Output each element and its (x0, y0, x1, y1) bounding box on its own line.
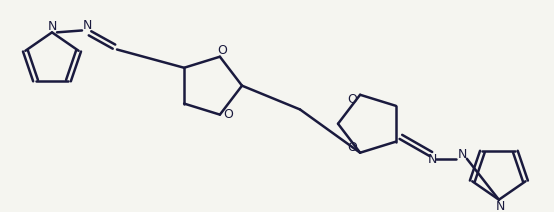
Text: N: N (428, 153, 438, 166)
Text: N: N (496, 200, 506, 212)
Text: O: O (347, 93, 357, 106)
Text: O: O (347, 141, 357, 153)
Text: O: O (223, 108, 233, 121)
Text: N: N (83, 19, 92, 32)
Text: N: N (47, 20, 57, 33)
Text: O: O (217, 45, 227, 57)
Text: N: N (458, 148, 468, 162)
